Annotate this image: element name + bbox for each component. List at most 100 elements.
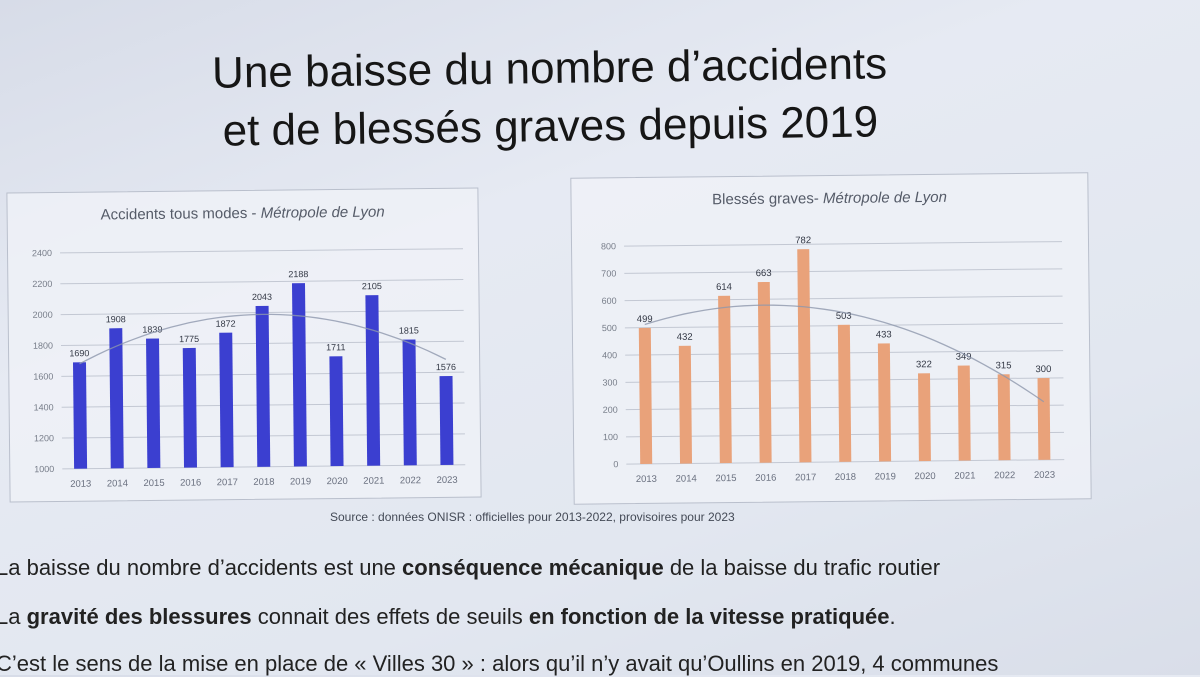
paragraph-3: C’est le sens de la mise en place de « V… [0, 651, 999, 676]
bar-2021 [957, 365, 971, 461]
bar-2015 [718, 295, 732, 464]
x-tick-label: 2015 [143, 478, 164, 489]
data-label: 2105 [362, 281, 382, 291]
x-tick-label: 2021 [363, 476, 384, 487]
bar-2018 [255, 305, 271, 467]
bar-2023 [439, 375, 454, 465]
x-tick-label: 2013 [636, 474, 657, 485]
bar-2014 [678, 345, 693, 464]
data-label: 2188 [288, 269, 308, 279]
title-line-2: et de blessés graves depuis 2019 [222, 97, 879, 156]
y-tick-label: 100 [603, 432, 618, 442]
gridline [60, 248, 464, 254]
bar-2019 [291, 283, 307, 467]
data-label: 300 [1035, 364, 1051, 375]
bar-2022 [997, 374, 1011, 461]
x-tick-label: 2016 [755, 473, 776, 484]
x-tick-label: 2023 [436, 475, 457, 486]
bar-2022 [402, 339, 417, 466]
y-tick-label: 2400 [32, 248, 52, 258]
x-tick-label: 2019 [875, 471, 896, 482]
data-label: 1839 [142, 324, 162, 334]
bar-2015 [146, 338, 161, 469]
data-label: 1576 [436, 362, 456, 372]
gridline [624, 268, 1063, 274]
gridline [624, 295, 1063, 302]
bar-2019 [877, 343, 892, 462]
bar-2021 [365, 295, 381, 466]
data-label: 1908 [106, 314, 126, 324]
x-tick-label: 2021 [954, 470, 975, 481]
gridline [60, 279, 464, 285]
y-tick-label: 300 [602, 377, 617, 387]
y-tick-label: 800 [601, 241, 616, 251]
x-tick-label: 2015 [715, 473, 736, 484]
y-tick-label: 1800 [33, 341, 53, 351]
bar-2020 [329, 356, 344, 467]
injuries-chart: Blessés graves- Métropole de Lyon 0 100 20… [570, 172, 1092, 505]
x-tick-label: 2014 [676, 473, 697, 484]
data-label: 782 [795, 235, 811, 246]
data-label: 663 [756, 268, 772, 279]
source-note: Source : données ONISR : officielles pou… [330, 510, 735, 524]
data-label: 1711 [326, 342, 345, 352]
y-tick-label: 1200 [34, 433, 54, 443]
data-label: 432 [677, 332, 693, 343]
y-tick-label: 600 [602, 296, 617, 306]
y-tick-label: 1600 [33, 371, 53, 381]
x-tick-label: 2013 [70, 479, 91, 490]
data-label: 315 [996, 360, 1012, 371]
x-tick-label: 2022 [994, 470, 1015, 481]
y-tick-label: 400 [602, 350, 617, 360]
trend-line [644, 304, 1045, 403]
bar-2016 [757, 281, 772, 463]
bar-2013 [72, 362, 88, 469]
paragraph-2: La gravité des blessures connait des eff… [0, 604, 896, 629]
bar-2018 [837, 324, 852, 462]
x-tick-label: 2018 [835, 472, 856, 483]
accidents-chart: Accidents tous modes - Métropole de Lyon… [6, 187, 482, 503]
data-label: 503 [836, 311, 852, 322]
x-tick-label: 2019 [290, 476, 311, 487]
x-tick-label: 2017 [217, 477, 238, 488]
trend-line [79, 313, 447, 365]
y-tick-label: 0 [613, 459, 618, 469]
bar-2023 [1037, 377, 1051, 460]
y-tick-label: 200 [603, 405, 618, 415]
slide-title: Une baisse du nombre d’accidents et de b… [149, 34, 951, 161]
accidents-chart-svg: 1000 1200 1400 1600 1800 2000 2200 2400 1690 2013… [32, 248, 466, 490]
y-tick-label: 2000 [33, 310, 53, 320]
bar-2013 [638, 327, 653, 465]
x-tick-label: 2020 [914, 471, 935, 482]
data-label: 499 [637, 314, 653, 325]
y-tick-label: 1000 [34, 464, 54, 474]
x-tick-label: 2023 [1034, 470, 1055, 481]
y-tick-label: 1400 [34, 402, 54, 412]
x-tick-label: 2017 [795, 472, 816, 483]
y-tick-label: 700 [601, 268, 616, 278]
bar-2016 [182, 347, 198, 468]
data-label: 1815 [399, 325, 419, 335]
data-label: 2043 [252, 292, 272, 302]
gridline [624, 241, 1063, 247]
x-tick-label: 2018 [253, 477, 274, 488]
bar-2017 [797, 249, 812, 463]
data-label: 349 [956, 351, 972, 362]
y-tick-label: 500 [602, 323, 617, 333]
bar-2020 [918, 373, 931, 462]
y-tick-label: 2200 [32, 279, 52, 289]
paragraph-1: La baisse du nombre d’accidents est une … [0, 555, 941, 580]
data-label: 1775 [179, 334, 199, 344]
data-label: 1690 [69, 348, 89, 358]
data-label: 1872 [216, 319, 236, 329]
x-tick-label: 2014 [107, 478, 128, 489]
bar-2017 [219, 332, 234, 468]
bar-2014 [109, 328, 124, 469]
x-tick-label: 2022 [400, 475, 421, 486]
data-label: 322 [916, 359, 932, 370]
data-label: 433 [876, 329, 892, 340]
injuries-chart-svg: 0 100 200 300 400 500 600 700 800 499 2013 432 2014 6… [601, 235, 1065, 485]
x-tick-label: 2020 [327, 476, 348, 487]
x-tick-label: 2016 [180, 477, 201, 488]
data-label: 614 [716, 282, 732, 293]
